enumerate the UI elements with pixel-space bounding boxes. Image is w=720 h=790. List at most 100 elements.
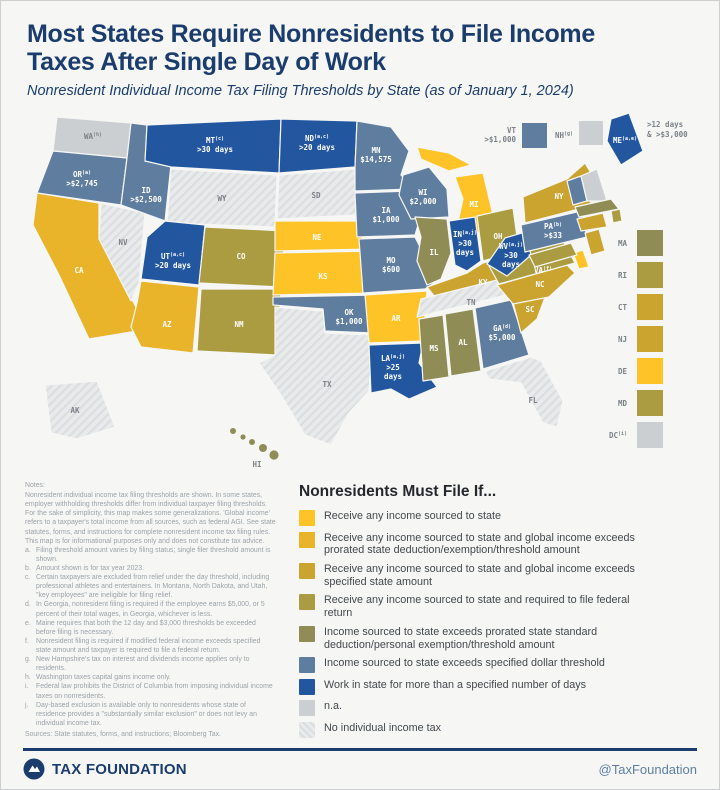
east-label-md: MD — [618, 399, 628, 408]
legend-label: Receive any income sourced to state and … — [324, 562, 635, 588]
note-letter: a. — [25, 546, 31, 554]
page-subtitle: Nonresident Individual Income Tax Filing… — [27, 83, 574, 99]
note-text: Day-based exclusion is available only to… — [36, 701, 257, 727]
legend-swatch-blue — [299, 657, 315, 674]
note-text: Filing threshold amount varies by filing… — [36, 546, 271, 563]
east-label-nj: NJ — [618, 335, 627, 344]
notes-intro: Nonresident individual income tax filing… — [25, 492, 276, 545]
legend-swatch-y2 — [299, 531, 315, 548]
footer: TAX FOUNDATION @TaxFoundation — [23, 748, 697, 780]
state-label-mn: MN $14,575 — [360, 146, 392, 164]
state-label-hi: HI — [252, 460, 261, 469]
state-label-ar: AR — [391, 314, 401, 323]
state-al — [444, 308, 482, 377]
legend-swatch-na — [299, 700, 315, 717]
east-swatch-dc — [637, 422, 663, 448]
legend-swatch-notax — [299, 721, 315, 738]
callouts-layer: MA RI CT NJ DE MD DC(i) VT >$1,000 NH(g) >12 days &… — [484, 120, 688, 448]
legend-item: Work in state for more than a specified … — [299, 678, 695, 695]
state-fl — [484, 356, 564, 428]
state-wi — [398, 166, 450, 220]
state-hi — [269, 450, 279, 460]
state-label-me: ME(a,e) — [613, 136, 637, 145]
state-label-ms: MS — [429, 344, 439, 353]
state-label-nv: NV — [118, 238, 128, 247]
note-item: c. Certain taxpayers are excluded from re… — [25, 573, 277, 600]
state-label-sd: SD — [311, 191, 321, 200]
state-label-mi: MI — [469, 200, 478, 209]
state-mt — [144, 118, 282, 174]
legend-swatch-y3 — [299, 562, 315, 579]
state-label-ok: OK $1,000 — [335, 308, 363, 326]
note-item: e. Maine requires that both the 12 day an… — [25, 619, 277, 637]
legend-item: n.a. — [299, 700, 695, 717]
state-label-in: IN(a,j) >30 days — [453, 229, 477, 257]
state-label-ak: AK — [70, 406, 80, 415]
legend-label: Work in state for more than a specified … — [324, 678, 587, 691]
nh-callout-swatch — [579, 121, 603, 145]
state-me — [606, 112, 644, 166]
state-ct — [576, 212, 608, 232]
state-label-ca: CA — [74, 266, 84, 275]
taxfoundation-logo-icon — [23, 758, 45, 780]
east-swatch-md — [637, 390, 663, 416]
twitter-handle: @TaxFoundation — [598, 761, 697, 777]
state-label-ut: UT(a,c) >20 days — [155, 252, 191, 270]
state-label-wi: WI $2,000 — [409, 188, 437, 206]
state-label-mt: MT(c) >30 days — [197, 136, 233, 154]
east-swatch-ct — [637, 294, 663, 320]
legend-swatch-navy — [299, 678, 315, 695]
east-label-ct: CT — [618, 303, 628, 312]
legend-label: Income sourced to state exceeds specifie… — [324, 657, 605, 670]
note-item: i. Federal law prohibits the District of … — [25, 682, 277, 700]
legend-label: n.a. — [324, 700, 343, 713]
legend-item: Income sourced to state exceeds prorated… — [299, 625, 695, 652]
note-item: j. Day-based exclusion is available only … — [25, 701, 277, 728]
bottom-section: Notes: Nonresident individual income tax… — [1, 481, 719, 743]
state-hi — [259, 444, 267, 452]
state-label-ny: NY — [554, 192, 564, 201]
title-line-1: Most States Require Nonresidents to File… — [27, 20, 595, 48]
brand-lockup: TAX FOUNDATION — [23, 758, 187, 780]
note-item: f. Nonresident filing is required if modi… — [25, 637, 277, 655]
state-label-az: AZ — [162, 320, 172, 329]
note-item: b. Amount shown is for tax year 2023. — [25, 564, 277, 573]
state-label-nm: NM — [234, 320, 244, 329]
nh-callout-label: NH(g) — [555, 131, 573, 140]
note-text: Maine requires that both the 12 day and … — [36, 619, 256, 636]
east-label-ri: RI — [618, 271, 627, 280]
state-label-oh: OH — [493, 232, 503, 241]
note-letter: e. — [25, 619, 31, 627]
state-label-co: CO — [236, 252, 246, 261]
note-item: d. In Georgia, nonresident filing is requ… — [25, 600, 277, 618]
brand-name: TAX FOUNDATION — [52, 760, 187, 778]
note-item: h. Washington taxes capital gains income … — [25, 673, 277, 682]
state-label-id: ID >$2,500 — [130, 186, 162, 204]
east-swatch-de — [637, 358, 663, 384]
legend-item: Income sourced to state exceeds specifie… — [299, 657, 695, 674]
page-title: Most States Require Nonresidents to File… — [27, 20, 693, 76]
state-label-mo: MO $600 — [382, 256, 401, 274]
legend-item: No individual income tax — [299, 721, 695, 738]
legend-item: Receive any income sourced to state and … — [299, 594, 695, 620]
state-hi — [249, 439, 255, 445]
state-label-il: IL — [429, 248, 439, 257]
state-label-or: OR(a) >$2,745 — [66, 170, 98, 188]
state-label-ky: KY — [478, 278, 488, 287]
note-letter: h. — [25, 674, 31, 682]
map-svg: WA(h) OR(a) >$2,745 CA NV ID >$2,500 MT(c) >30 d… — [32, 112, 688, 469]
state-ks — [272, 250, 376, 296]
state-label-wv: WV(a,j) >30 days — [499, 241, 523, 269]
note-letter: j. — [25, 701, 29, 709]
note-letter: d. — [25, 601, 31, 609]
legend-swatch-y4 — [299, 594, 315, 611]
state-hi — [240, 434, 246, 440]
note-text: Federal law prohibits the District of Co… — [36, 683, 273, 700]
east-swatch-nj — [637, 326, 663, 352]
notes-list: a. Filing threshold amount varies by fili… — [25, 546, 277, 728]
state-labels-layer: WA(h) OR(a) >$2,745 CA NV ID >$2,500 MT(c) >30 d… — [66, 132, 637, 469]
note-letter: i. — [25, 683, 29, 691]
note-letter: f. — [25, 637, 29, 645]
legend: Nonresidents Must File If... Receive any… — [285, 481, 695, 743]
